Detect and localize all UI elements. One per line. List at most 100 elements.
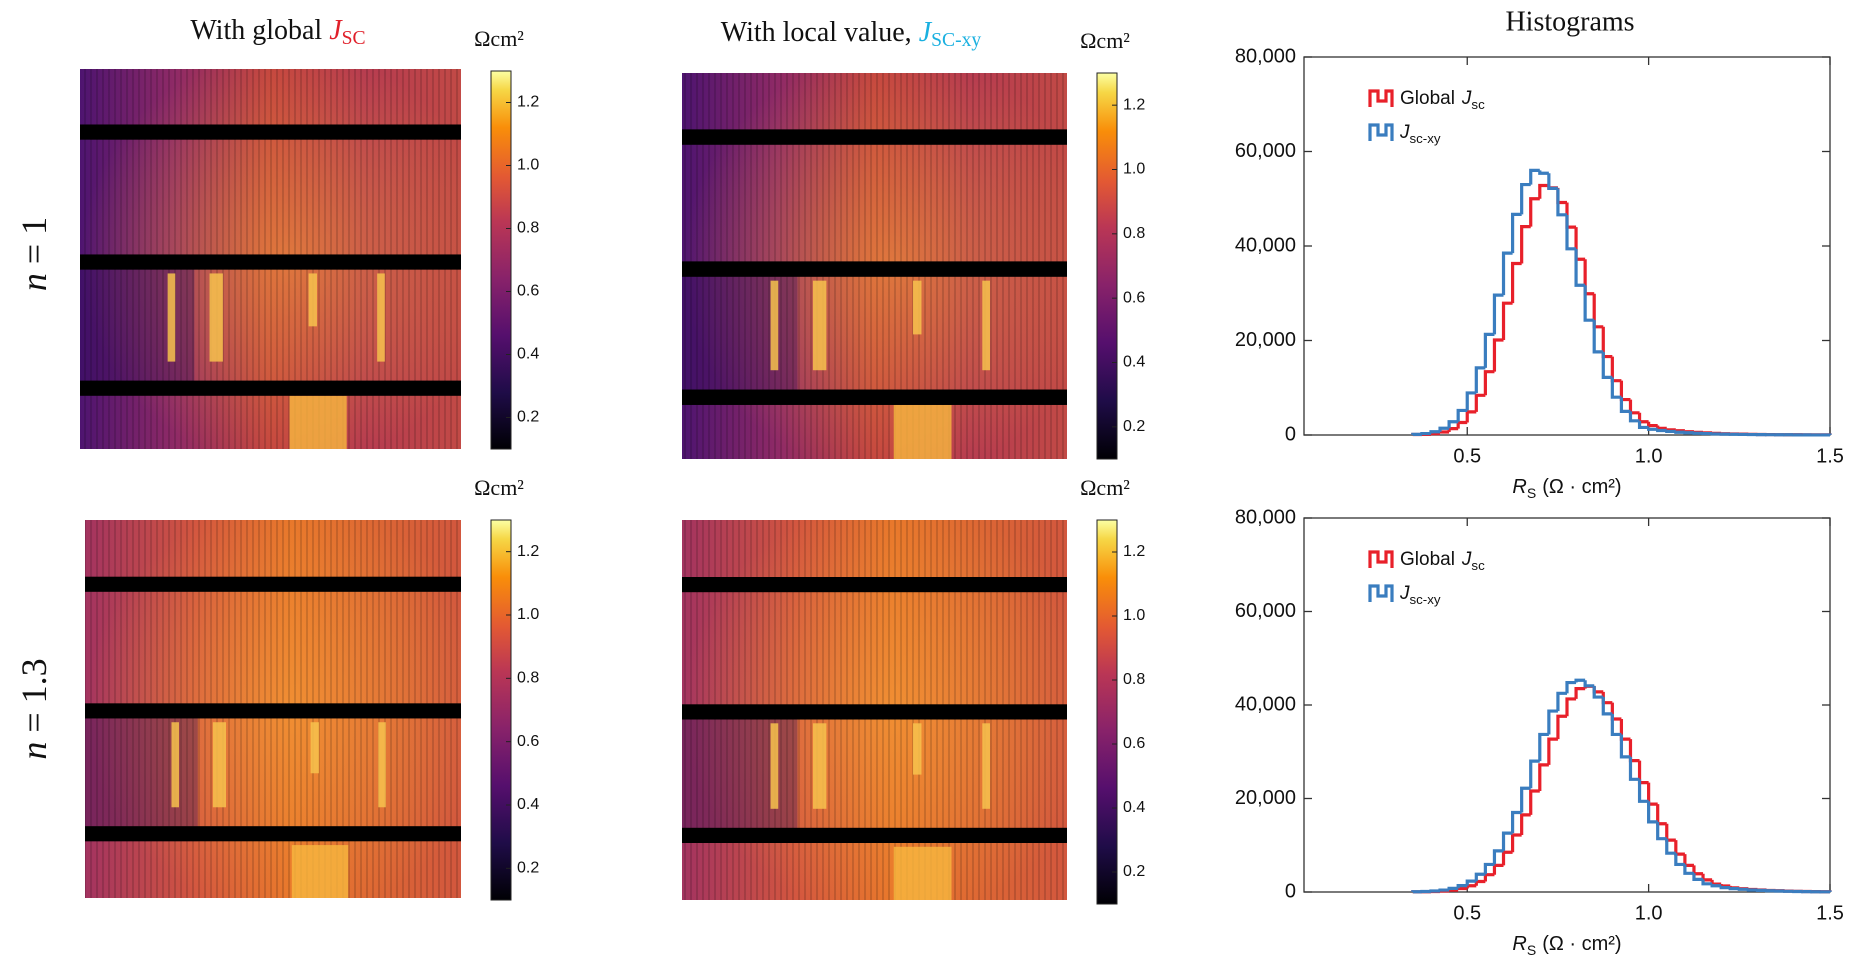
colorbar-tick-label: 0.2 (1123, 418, 1145, 435)
histogram-step (1628, 756, 1640, 781)
symbol: J (329, 15, 343, 46)
colorbar (490, 70, 512, 450)
heatmap-panel (682, 73, 1067, 459)
colorbar-tick-label: 0.2 (517, 409, 539, 426)
histogram-step (1665, 838, 1676, 855)
histogram-step (1637, 420, 1649, 430)
symbol: J (1461, 549, 1472, 570)
histogram-step (1710, 883, 1722, 888)
busbar-mask (80, 124, 461, 140)
subscript: S (1527, 485, 1536, 501)
heatmap-bright-streak (167, 273, 176, 362)
subscript: sc (1471, 558, 1485, 573)
legend-label: Jsc-xy (1399, 122, 1441, 146)
row-label: n = 1 (14, 217, 54, 291)
x-tick-label: 1.0 (1635, 445, 1663, 467)
histogram-step (1565, 214, 1577, 251)
heatmap-bright-streak (770, 280, 779, 371)
x-tick-label: 1.5 (1816, 445, 1844, 467)
colorbar-tick-label: 0.4 (1123, 354, 1145, 371)
histogram-step (1674, 429, 1685, 433)
y-tick-label: 80,000 (1235, 45, 1296, 67)
row-variable: n (14, 742, 54, 760)
histogram-step (1565, 680, 1577, 694)
histogram-step (1692, 873, 1704, 881)
row-value: = 1 (14, 217, 54, 264)
colorbar-tick-label: 1.2 (517, 94, 539, 111)
histogram-step (1520, 786, 1531, 813)
subscript: sc-xy (1410, 592, 1441, 607)
histogram-step (1601, 351, 1613, 379)
histogram-step (1538, 732, 1549, 762)
colorbar-unit: Ωcm² (1080, 475, 1130, 500)
y-tick-label: 0 (1285, 423, 1296, 445)
histogram-step (1674, 853, 1685, 867)
colorbar-tick-label: 0.8 (517, 220, 539, 237)
histogram-step (1665, 428, 1676, 432)
histogram-step (1447, 427, 1459, 432)
y-tick-label: 40,000 (1235, 234, 1296, 256)
heatmap-bright-streak (209, 273, 223, 362)
colorbar-tick-label: 0.8 (1123, 671, 1145, 688)
histogram-step (1647, 801, 1658, 824)
colorbar-tick-label: 0.4 (517, 346, 539, 363)
histogram-step (1429, 430, 1441, 434)
histogram-step (1556, 714, 1567, 740)
heatmap-panel (80, 69, 461, 449)
colorbar-tick-label: 1.0 (1123, 161, 1145, 178)
colorbar-tick-label: 0.6 (517, 283, 539, 300)
colorbar-unit: Ωcm² (474, 475, 524, 500)
heatmap-panel (682, 520, 1067, 900)
y-tick-label: 40,000 (1235, 693, 1296, 715)
colorbar (1096, 519, 1118, 905)
colorbar-tick-label: 1.2 (517, 543, 539, 560)
histogram-step (1610, 377, 1622, 399)
legend-swatch (1368, 123, 1394, 141)
histogram-step (1420, 431, 1431, 436)
histogram-step (1538, 763, 1549, 792)
busbar-mask (80, 254, 461, 270)
colorbar-tick-label: 0.4 (1123, 799, 1145, 816)
y-tick-label: 20,000 (1235, 787, 1296, 809)
heatmap-bright-streak (377, 273, 385, 362)
text-part: Global (1400, 88, 1455, 109)
histogram-step (1474, 872, 1486, 882)
histogram-step (1510, 810, 1522, 834)
histogram-step (1456, 408, 1468, 422)
x-tick-label: 0.5 (1453, 445, 1481, 467)
histogram-step (1737, 887, 1749, 891)
colorbar-tick-label: 1.0 (517, 157, 539, 174)
histogram-step (1529, 759, 1540, 789)
histogram-step (1547, 173, 1558, 190)
histogram-step (1647, 427, 1658, 431)
heatmap-bright-streak (212, 722, 226, 808)
histogram-step (1474, 393, 1486, 412)
histogram-step (1429, 432, 1441, 436)
histogram-step (1510, 261, 1522, 304)
heatmap-bright-streak (310, 722, 319, 774)
histogram-step (1565, 697, 1577, 717)
subscript: SC-xy (931, 30, 981, 51)
histogram-step (1474, 366, 1486, 393)
histogram-step (1547, 737, 1558, 765)
symbol: J (919, 17, 933, 48)
y-tick-label: 20,000 (1235, 329, 1296, 351)
histogram-step (1529, 168, 1540, 185)
heatmap-bright-streak (812, 280, 827, 371)
histogram-step (1501, 251, 1513, 296)
histogram-step (1465, 879, 1477, 886)
unit: (Ω · cm²) (1542, 933, 1621, 955)
histogram-step (1656, 821, 1667, 841)
histogram-step (1438, 426, 1450, 432)
panel-title: Histograms (1505, 6, 1634, 37)
histogram-step (1656, 804, 1667, 826)
text-part: Global (1400, 549, 1455, 570)
subscript: sc-xy (1410, 131, 1441, 146)
busbar-mask (682, 261, 1067, 277)
legend-swatch (1368, 550, 1394, 568)
row-label: n = 1.3 (14, 658, 54, 759)
histogram-step (1538, 170, 1549, 175)
histogram-step (1619, 397, 1631, 413)
histogram-step (1510, 833, 1522, 853)
